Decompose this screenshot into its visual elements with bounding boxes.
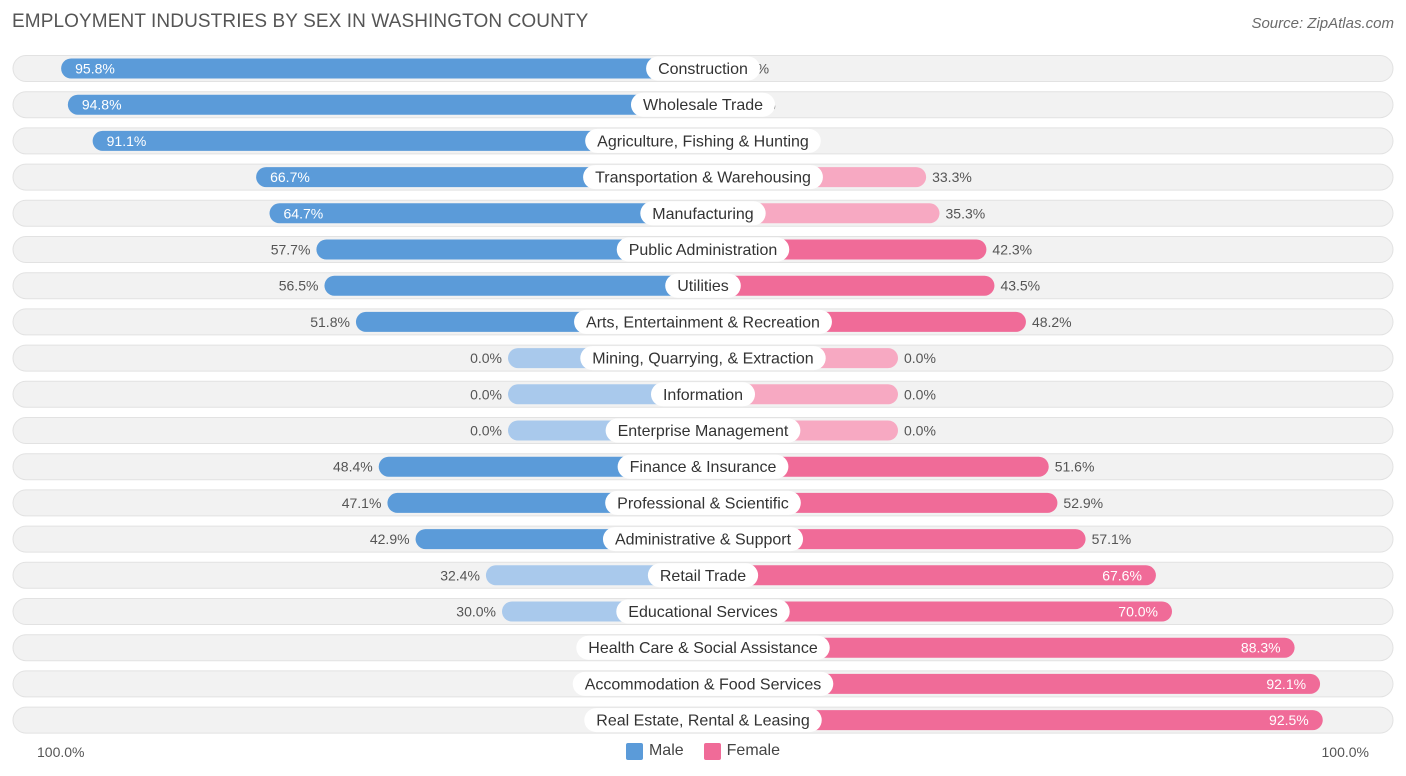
category-label-educational-services: Educational Services bbox=[628, 604, 777, 621]
category-label-mining-quarrying-extraction: Mining, Quarrying, & Extraction bbox=[592, 351, 813, 368]
category-label-wholesale-trade: Wholesale Trade bbox=[643, 97, 763, 114]
label-male-retail-trade: 32.4% bbox=[440, 567, 480, 583]
bar-male-manufacturing bbox=[269, 203, 703, 224]
label-male-construction: 95.8% bbox=[75, 61, 115, 77]
category-label-finance-insurance: Finance & Insurance bbox=[630, 459, 777, 476]
category-pill-construction bbox=[646, 56, 760, 81]
label-male-administrative-support: 42.9% bbox=[370, 531, 410, 547]
bar-female-educational-services bbox=[703, 601, 1172, 622]
category-pill-mining-quarrying-extraction bbox=[580, 346, 826, 371]
label-female-educational-services: 70.0% bbox=[1118, 604, 1158, 620]
category-label-arts-entertainment-recreation: Arts, Entertainment & Recreation bbox=[586, 314, 820, 331]
bar-female-accommodation-food-services bbox=[703, 673, 1321, 694]
legend-item-female: Female bbox=[703, 742, 781, 760]
label-male-agriculture-fishing-hunting: 91.1% bbox=[107, 133, 147, 149]
axis-right-label: 100.0% bbox=[1321, 744, 1369, 760]
category-pill-finance-insurance bbox=[617, 454, 789, 479]
bar-male-wholesale-trade bbox=[67, 94, 704, 115]
bar-male-public-administration bbox=[316, 239, 703, 260]
category-label-public-administration: Public Administration bbox=[629, 242, 778, 259]
label-male-public-administration: 57.7% bbox=[271, 242, 311, 258]
category-pill-health-care-social-assistance bbox=[576, 635, 830, 660]
category-label-professional-scientific: Professional & Scientific bbox=[617, 495, 789, 512]
label-female-transportation-warehousing: 33.3% bbox=[932, 169, 972, 185]
label-male-professional-scientific: 47.1% bbox=[342, 495, 382, 511]
label-male-wholesale-trade: 94.8% bbox=[82, 97, 122, 113]
label-female-public-administration: 42.3% bbox=[992, 242, 1032, 258]
category-pill-transportation-warehousing bbox=[583, 165, 823, 190]
bar-female-utilities bbox=[703, 275, 995, 296]
bar-male-agriculture-fishing-hunting bbox=[92, 130, 703, 151]
category-label-accommodation-food-services: Accommodation & Food Services bbox=[585, 676, 822, 693]
label-male-arts-entertainment-recreation: 51.8% bbox=[310, 314, 350, 330]
label-male-educational-services: 30.0% bbox=[456, 604, 496, 620]
category-pill-real-estate-rental-leasing bbox=[584, 708, 822, 733]
legend-item-male: Male bbox=[625, 742, 684, 760]
legend-swatch-female bbox=[703, 742, 721, 760]
category-pill-retail-trade bbox=[647, 563, 759, 588]
category-label-construction: Construction bbox=[658, 61, 748, 78]
category-label-enterprise-management: Enterprise Management bbox=[618, 423, 789, 440]
category-pill-enterprise-management bbox=[605, 418, 801, 443]
bar-female-real-estate-rental-leasing bbox=[703, 710, 1323, 731]
category-label-administrative-support: Administrative & Support bbox=[615, 532, 792, 549]
label-female-enterprise-management: 0.0% bbox=[904, 423, 936, 439]
label-female-manufacturing: 35.3% bbox=[946, 205, 986, 221]
label-female-finance-insurance: 51.6% bbox=[1055, 459, 1095, 475]
category-pill-utilities bbox=[665, 273, 741, 298]
legend-label-male: Male bbox=[648, 742, 684, 759]
label-female-real-estate-rental-leasing: 92.5% bbox=[1269, 712, 1309, 728]
label-female-information: 0.0% bbox=[904, 386, 936, 402]
category-pill-wholesale-trade bbox=[630, 92, 776, 117]
chart-title: EMPLOYMENT INDUSTRIES BY SEX IN WASHINGT… bbox=[12, 11, 589, 32]
label-male-enterprise-management: 0.0% bbox=[470, 423, 502, 439]
category-label-transportation-warehousing: Transportation & Warehousing bbox=[595, 170, 811, 187]
category-pill-arts-entertainment-recreation bbox=[574, 309, 832, 334]
legend-swatch-male bbox=[625, 742, 643, 760]
label-male-utilities: 56.5% bbox=[279, 278, 319, 294]
category-label-health-care-social-assistance: Health Care & Social Assistance bbox=[588, 640, 818, 657]
chart-source: Source: ZipAtlas.com bbox=[1251, 15, 1394, 32]
label-female-retail-trade: 67.6% bbox=[1102, 567, 1142, 583]
category-pill-administrative-support bbox=[602, 527, 804, 552]
category-label-manufacturing: Manufacturing bbox=[652, 206, 753, 223]
category-pill-educational-services bbox=[616, 599, 790, 624]
label-female-administrative-support: 57.1% bbox=[1092, 531, 1132, 547]
category-label-information: Information bbox=[663, 387, 743, 404]
label-male-information: 0.0% bbox=[470, 386, 502, 402]
category-label-real-estate-rental-leasing: Real Estate, Rental & Leasing bbox=[596, 713, 809, 730]
category-pill-manufacturing bbox=[640, 201, 766, 226]
legend: Male Female bbox=[0, 742, 1406, 760]
label-female-professional-scientific: 52.9% bbox=[1063, 495, 1103, 511]
category-pill-agriculture-fishing-hunting bbox=[585, 128, 821, 153]
label-female-utilities: 43.5% bbox=[1000, 278, 1040, 294]
bar-female-retail-trade bbox=[703, 565, 1156, 586]
bar-male-utilities bbox=[324, 275, 703, 296]
label-male-finance-insurance: 48.4% bbox=[333, 459, 373, 475]
label-male-manufacturing: 64.7% bbox=[284, 205, 324, 221]
label-female-health-care-social-assistance: 88.3% bbox=[1241, 640, 1281, 656]
category-label-utilities: Utilities bbox=[677, 278, 729, 295]
label-male-mining-quarrying-extraction: 0.0% bbox=[470, 350, 502, 366]
category-pill-information bbox=[650, 382, 756, 407]
category-pill-accommodation-food-services bbox=[572, 671, 834, 696]
category-label-agriculture-fishing-hunting: Agriculture, Fishing & Hunting bbox=[597, 133, 809, 150]
category-pill-public-administration bbox=[616, 237, 790, 262]
legend-label-female: Female bbox=[726, 742, 781, 759]
label-female-accommodation-food-services: 92.1% bbox=[1266, 676, 1306, 692]
bar-female-health-care-social-assistance bbox=[703, 637, 1295, 658]
bar-male-construction bbox=[61, 58, 703, 79]
category-pill-professional-scientific bbox=[605, 490, 801, 515]
axis-left-label: 100.0% bbox=[37, 744, 85, 760]
bar-male-retail-trade bbox=[485, 565, 703, 586]
bar-female-finance-insurance bbox=[703, 456, 1049, 477]
label-female-mining-quarrying-extraction: 0.0% bbox=[904, 350, 936, 366]
category-label-retail-trade: Retail Trade bbox=[660, 568, 746, 585]
label-female-arts-entertainment-recreation: 48.2% bbox=[1032, 314, 1072, 330]
label-male-transportation-warehousing: 66.7% bbox=[270, 169, 310, 185]
